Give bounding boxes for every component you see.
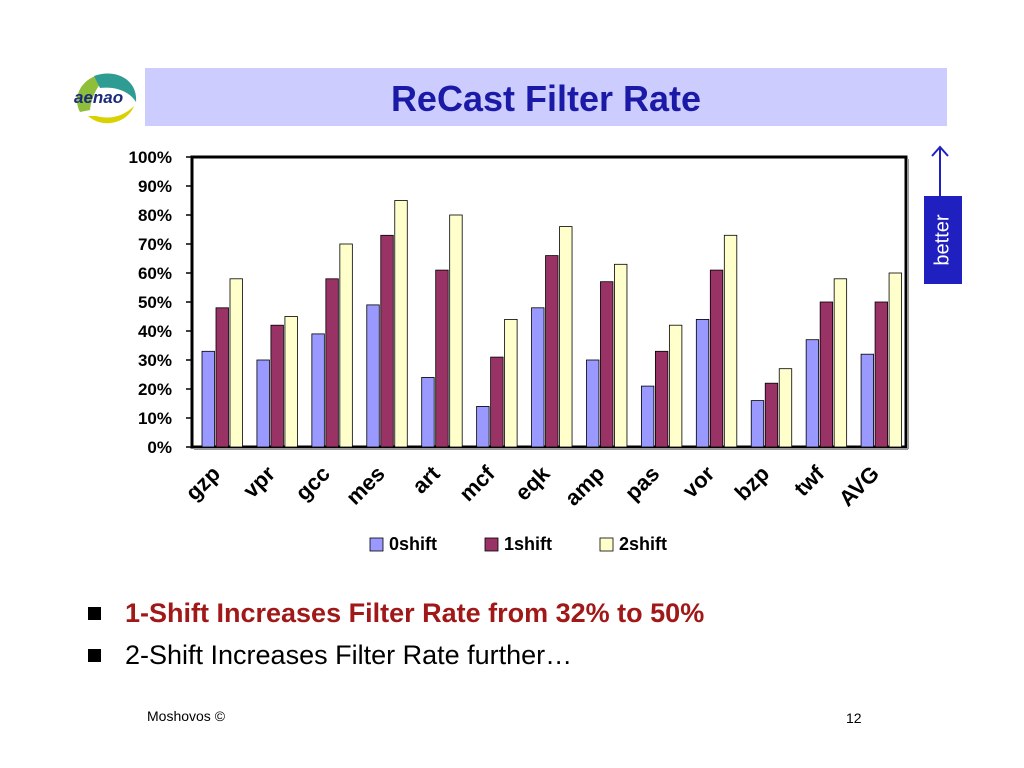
bullet-text-1: 1-Shift Increases Filter Rate from 32% t… (125, 597, 705, 628)
bar-2shift-mes (394, 200, 408, 448)
x-tick-label-AVG: AVG (834, 461, 884, 511)
x-tick-label-vpr: vpr (238, 461, 280, 503)
bar-0shift-amp (586, 359, 600, 448)
legend-swatch-1shift (484, 537, 499, 552)
x-tick-label-pas: pas (620, 461, 664, 505)
bar-0shift-twf (805, 339, 820, 448)
y-tick-label: 20% (138, 380, 172, 399)
y-tick-label: 50% (138, 293, 172, 312)
legend-label-0shift: 0shift (389, 534, 437, 554)
x-tick-label-art: art (407, 460, 445, 498)
y-tick-label: 40% (138, 322, 172, 341)
footer-author: Moshovos © (147, 708, 226, 724)
bar-1shift-art (435, 269, 449, 448)
bar-2shift-eqk (559, 226, 573, 448)
y-tick-label: 80% (138, 206, 172, 225)
x-tick-label-amp: amp (560, 461, 610, 511)
x-tick-label-eqk: eqk (510, 460, 555, 505)
bar-2shift-vor (723, 234, 738, 448)
bar-0shift-mes (366, 304, 380, 448)
bar-2shift-gcc (339, 243, 353, 448)
bar-0shift-gcc (311, 333, 325, 448)
bullet-item: 2-Shift Increases Filter Rate further… (88, 634, 704, 676)
title-bar: ReCast Filter Rate (145, 68, 947, 126)
bar-0shift-eqk (531, 307, 545, 448)
bullet-square-icon (88, 606, 101, 620)
bullet-text-2: 2-Shift Increases Filter Rate further… (125, 639, 573, 670)
legend-swatch-2shift (599, 537, 614, 552)
bar-1shift-eqk (545, 255, 559, 448)
y-tick-label: 100% (129, 148, 172, 167)
bar-1shift-gcc (325, 278, 339, 448)
x-tick-label-mes: mes (341, 461, 390, 510)
bar-1shift-mes (380, 234, 394, 448)
bar-2shift-bzp (778, 368, 793, 448)
better-label: better (931, 214, 954, 266)
page-number: 12 (846, 710, 862, 726)
bar-1shift-bzp (764, 382, 779, 448)
legend-label-2shift: 2shift (619, 534, 667, 554)
bar-2shift-amp (614, 263, 628, 448)
bar-0shift-gzp (201, 350, 215, 448)
x-tick-label-gcc: gcc (290, 461, 334, 505)
y-tick-label: 10% (138, 409, 172, 428)
bar-1shift-gzp (215, 307, 229, 448)
y-tick-label: 30% (138, 351, 172, 370)
bar-0shift-vpr (256, 359, 270, 448)
legend-swatch-0shift (369, 537, 384, 552)
bar-1shift-mcf (490, 356, 504, 448)
bar-2shift-pas (668, 324, 683, 448)
bullet-square-icon (88, 648, 101, 662)
x-tick-label-bzp: bzp (730, 461, 774, 505)
bar-2shift-twf (833, 278, 848, 448)
x-tick-label-mcf: mcf (454, 460, 500, 506)
x-tick-label-gzp: gzp (181, 461, 225, 505)
filter-rate-chart: 0% 10% 20% 30% 40% 50% 60% 70% 80% 90% 100% gzp vpr g… (129, 148, 909, 554)
y-tick-label: 60% (138, 264, 172, 283)
y-tick-label: 0% (147, 438, 172, 457)
bullet-item: 1-Shift Increases Filter Rate from 32% t… (88, 592, 704, 634)
bar-2shift-vpr (284, 316, 298, 448)
bar-1shift-amp (600, 281, 614, 448)
bar-1shift-AVG (874, 301, 888, 448)
y-tick-label: 70% (138, 235, 172, 254)
aenao-logo: aenao (66, 66, 142, 132)
bar-0shift-bzp (750, 400, 765, 448)
bar-1shift-vor (709, 269, 724, 448)
slide-title: ReCast Filter Rate (390, 78, 702, 119)
bar-1shift-vpr (270, 324, 284, 448)
bullet-list: 1-Shift Increases Filter Rate from 32% t… (88, 592, 704, 676)
bar-0shift-AVG (860, 353, 874, 448)
x-tick-label-vor: vor (677, 461, 719, 503)
bar-2shift-mcf (504, 318, 518, 448)
y-tick-label: 90% (138, 177, 172, 196)
x-tick-label-twf: twf (789, 460, 830, 501)
bar-1shift-twf (819, 301, 834, 448)
bar-2shift-AVG (888, 272, 902, 448)
bar-0shift-mcf (476, 405, 490, 448)
bar-2shift-art (449, 214, 463, 448)
bar-1shift-pas (654, 350, 669, 448)
bar-0shift-pas (640, 385, 655, 448)
better-badge: better (924, 196, 962, 284)
better-arrow-icon (931, 145, 949, 196)
bar-0shift-vor (695, 318, 710, 448)
bar-2shift-gzp (229, 278, 243, 448)
bar-0shift-art (421, 376, 435, 448)
logo-text: aenao (74, 88, 124, 107)
legend-label-1shift: 1shift (504, 534, 552, 554)
